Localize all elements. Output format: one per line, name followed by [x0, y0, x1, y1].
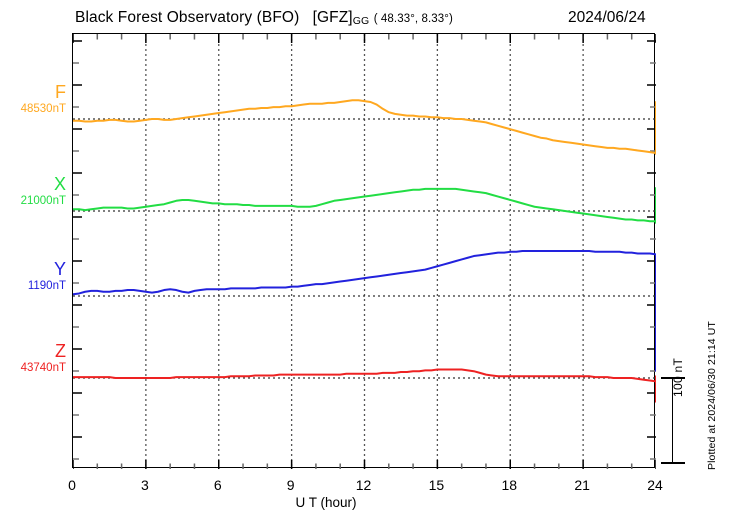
component-letter-x: X — [53, 174, 66, 194]
plotted-timestamp: Plotted at 2024/06/30 21:14 UT — [706, 321, 718, 470]
x-tick-24: 24 — [647, 477, 663, 493]
component-letter-y: Y — [53, 259, 66, 279]
component-letter-z: Z — [55, 341, 66, 361]
plot-canvas — [73, 34, 656, 469]
x-tick-15: 15 — [428, 477, 445, 493]
station-coordinates: ( 48.33°, 8.33°) — [373, 13, 453, 25]
x-axis-title: U T (hour) — [295, 495, 357, 510]
y-axis-ticks — [73, 40, 656, 460]
scale-bar-line — [672, 378, 674, 463]
x-tick-6: 6 — [213, 477, 222, 493]
x-tick-0: 0 — [68, 477, 76, 493]
component-baseline-y: 1190nT — [27, 280, 66, 292]
scale-bar-top-cap — [661, 377, 685, 379]
network-tag: [GFZ] — [312, 9, 353, 26]
component-letter-f: F — [55, 82, 66, 102]
observation-date: 2024/06/24 — [568, 9, 646, 26]
component-baseline-x: 21000nT — [20, 195, 66, 207]
x-tick-18: 18 — [501, 477, 518, 493]
component-label-x: X 21000nT — [0, 175, 66, 208]
x-tick-12: 12 — [355, 477, 372, 493]
component-baseline-f: 48530nT — [20, 103, 66, 115]
component-baseline-z: 43740nT — [20, 362, 66, 374]
observatory-name: Black Forest Observatory (BFO) — [75, 9, 300, 26]
x-tick-9: 9 — [286, 477, 295, 493]
component-label-f: F 48530nT — [0, 83, 66, 116]
data-traces — [73, 99, 656, 403]
network-subscript: GG — [352, 15, 370, 27]
scale-bar-bottom-cap — [661, 462, 685, 464]
scale-bar: 100 nT — [660, 358, 686, 467]
x-axis-ticks — [73, 34, 656, 469]
title-row: Black Forest Observatory (BFO) [GFZ]GG (… — [0, 8, 730, 32]
component-label-z: Z 43740nT — [0, 342, 66, 375]
component-label-y: Y 1190nT — [0, 260, 66, 293]
x-tick-21: 21 — [574, 477, 590, 493]
scale-bar-label: 100 nT — [671, 357, 685, 397]
magnetogram-plot — [72, 33, 656, 469]
x-tick-3: 3 — [140, 477, 149, 493]
page-title: Black Forest Observatory (BFO) [GFZ]GG (… — [75, 8, 453, 31]
